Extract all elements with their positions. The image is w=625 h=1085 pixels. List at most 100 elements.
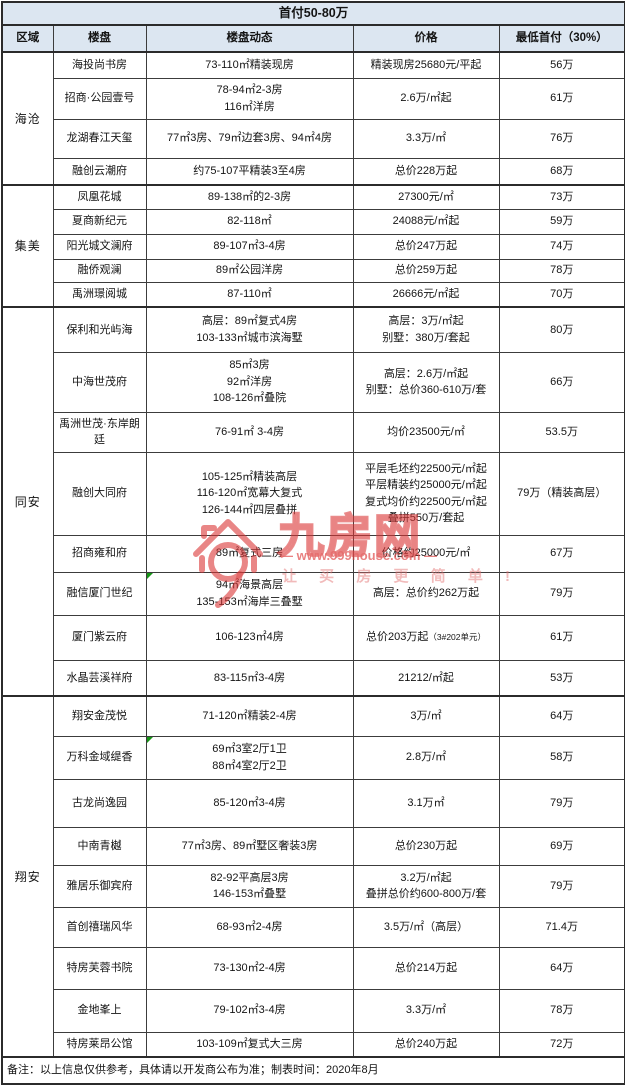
table-row: 集美 凤凰花城 89-138㎡的2-3房 27300元/㎡ 73万 <box>1 184 625 308</box>
property-name-cell: 夏商新纪元 <box>52 208 147 235</box>
downpayment-cell: 79万 <box>498 571 625 616</box>
property-name-cell: 招商·公园壹号 <box>52 77 147 120</box>
property-dynamic-cell: 77㎡3房、89㎡墅区奢装3房 <box>145 826 354 866</box>
property-name-cell: 雅居乐御宾府 <box>52 864 147 908</box>
property-name-cell: 融侨观澜 <box>52 258 147 283</box>
downpayment-cell: 70万 <box>498 281 625 308</box>
property-name-cell: 融创云潮府 <box>52 157 147 186</box>
property-dynamic-cell: 105-125㎡精装高层 116-120㎡宽幕大复式 126-144㎡四层叠拼 <box>145 451 354 536</box>
property-dynamic-cell: 68-93㎡2-4房 <box>145 906 354 948</box>
property-dynamic-cell: 89-107㎡3-4房 <box>145 233 354 260</box>
table-row: 融创云潮府 约75-107平精装3至4房 总价228万起 68万 <box>2 157 625 186</box>
column-header-row: 区域 楼盘 楼盘动态 价格 最低首付（30%） <box>1 24 625 53</box>
price-cell: 3.2万/㎡起 叠拼总价约600-800万/套 <box>352 864 500 908</box>
price-cell: 26666元/㎡起 <box>352 281 500 308</box>
property-name-cell: 凤凰花城 <box>52 184 147 210</box>
table-row: 夏商新纪元 82-118㎡ 24088元/㎡起 59万 <box>2 208 625 235</box>
table-row: 水晶芸溪祥府 83-115㎡3-4房 21212/㎡起 53万 <box>2 659 625 697</box>
downpayment-cell: 64万 <box>498 695 625 737</box>
table-row: 禹洲璟阅城 87-110㎡ 26666元/㎡起 70万 <box>2 281 625 308</box>
price-cell: 2.6万/㎡起 <box>352 77 500 120</box>
property-name-cell: 金地峯上 <box>52 988 147 1033</box>
table-title-row: 首付50-80万 <box>1 1 625 26</box>
downpayment-cell: 79万（精装高层） <box>498 451 625 536</box>
price-cell: 总价247万起 <box>352 233 500 260</box>
downpayment-cell: 59万 <box>498 208 625 235</box>
col-header-property: 楼盘 <box>52 24 147 53</box>
table-row: 阳光城文澜府 89-107㎡3-4房 总价247万起 74万 <box>2 233 625 260</box>
property-name-cell: 禹洲璟阅城 <box>52 281 147 308</box>
table-row: 特房芙蓉书院 73-130㎡2-4房 总价214万起 64万 <box>2 946 625 990</box>
downpayment-cell: 68万 <box>498 157 625 186</box>
table-row: 融创大同府 105-125㎡精装高层 116-120㎡宽幕大复式 126-144㎡四层… <box>2 451 625 536</box>
property-dynamic-cell: 89㎡复式三房 <box>145 534 354 573</box>
table-row: 禹洲世茂·东岸朗廷 76-91㎡ 3-4房 均价23500元/㎡ 53.5万 <box>2 411 625 453</box>
region-cell-2: 同安 <box>1 306 54 697</box>
table-row: 招商雍和府 89㎡复式三房 价格约25000元/㎡ 67万 <box>2 534 625 573</box>
comment-marker-icon <box>146 736 153 743</box>
price-cell: 3.3万/㎡ <box>352 988 500 1033</box>
col-header-downpayment: 最低首付（30%） <box>498 24 625 53</box>
downpayment-cell: 74万 <box>498 233 625 260</box>
price-cell: 3.3万/㎡ <box>352 118 500 159</box>
property-dynamic-cell: 89㎡公园洋房 <box>145 258 354 283</box>
table-row: 首创禧瑞风华 68-93㎡2-4房 3.5万/㎡（高层） 71.4万 <box>2 906 625 948</box>
property-dynamic-cell: 82-92平高层3房 146-153㎡叠墅 <box>145 864 354 908</box>
downpayment-cell: 61万 <box>498 614 625 661</box>
table-row: 翔安 翔安金茂悦 71-120㎡精装2-4房 3万/㎡ 64万 <box>1 695 625 1058</box>
property-dynamic-cell: 73-110㎡精装现房 <box>145 51 354 79</box>
property-name-cell: 中南青樾 <box>52 826 147 866</box>
property-name-cell: 保利和光屿海 <box>52 306 147 353</box>
price-cell: 3.5万/㎡（高层） <box>352 906 500 948</box>
table-row: 厦门紫云府 106-123㎡4房 总价203万起（3#202单元） 61万 <box>2 614 625 661</box>
downpayment-cell: 79万 <box>498 778 625 828</box>
price-cell: 价格约25000元/㎡ <box>352 534 500 573</box>
property-dynamic-cell: 78-94㎡2-3房 116㎡洋房 <box>145 77 354 120</box>
property-name-cell: 厦门紫云府 <box>52 614 147 661</box>
downpayment-cell: 64万 <box>498 946 625 990</box>
footer-note: 备注：以上信息仅供参考，具体请以开发商公布为准；制表时间：2020年8月 <box>1 1056 625 1085</box>
table-row: 雅居乐御宾府 82-92平高层3房 146-153㎡叠墅 3.2万/㎡起 叠拼总价约60… <box>2 864 625 908</box>
downpayment-cell: 76万 <box>498 118 625 159</box>
downpayment-cell: 66万 <box>498 351 625 413</box>
property-dynamic-cell: 76-91㎡ 3-4房 <box>145 411 354 453</box>
downpayment-cell: 78万 <box>498 258 625 283</box>
price-cell: 总价203万起（3#202单元） <box>352 614 500 661</box>
property-dynamic-cell: 69㎡3室2厅1卫 88㎡4室2厅2卫 <box>145 735 354 780</box>
table-row: 融侨观澜 89㎡公园洋房 总价259万起 78万 <box>2 258 625 283</box>
price-cell: 均价23500元/㎡ <box>352 411 500 453</box>
property-dynamic-cell: 106-123㎡4房 <box>145 614 354 661</box>
price-cell: 2.8万/㎡ <box>352 735 500 780</box>
footer-note-row: 备注：以上信息仅供参考，具体请以开发商公布为准；制表时间：2020年8月 <box>1 1056 625 1085</box>
property-name-cell: 海投尚书房 <box>52 51 147 79</box>
price-cell: 高层：3万/㎡起 别墅：380万/套起 <box>352 306 500 353</box>
property-dynamic-cell: 77㎡3房、79㎡边套3房、94㎡4房 <box>145 118 354 159</box>
table-row: 海沧 海投尚书房 73-110㎡精装现房 精装现房25680元/平起 56万 <box>1 51 625 186</box>
table-row: 招商·公园壹号 78-94㎡2-3房 116㎡洋房 2.6万/㎡起 61万 <box>2 77 625 120</box>
table-row: 融信厦门世纪 94㎡海景高层 135-153㎡海岸三叠墅 高层：总价约262万起 79万 <box>2 571 625 616</box>
table-row: 中南青樾 77㎡3房、89㎡墅区奢装3房 总价230万起 69万 <box>2 826 625 866</box>
property-name-cell: 禹洲世茂·东岸朗廷 <box>52 411 147 453</box>
price-cell: 精装现房25680元/平起 <box>352 51 500 79</box>
property-name-cell: 龙湖春江天玺 <box>52 118 147 159</box>
price-cell: 27300元/㎡ <box>352 184 500 210</box>
price-cell: 21212/㎡起 <box>352 659 500 697</box>
property-name-cell: 首创禧瑞风华 <box>52 906 147 948</box>
table-row: 中海世茂府 85㎡3房 92㎡洋房 108-126㎡叠院 高层：2.6万/㎡起 别墅：总价… <box>2 351 625 413</box>
property-name-cell: 融创大同府 <box>52 451 147 536</box>
property-dynamic-cell: 71-120㎡精装2-4房 <box>145 695 354 737</box>
col-header-price: 价格 <box>352 24 500 53</box>
table-row: 特房莱昂公馆 103-109㎡复式大三房 总价240万起 72万 <box>2 1031 625 1058</box>
price-note: （3#202单元） <box>428 632 486 643</box>
downpayment-cell: 79万 <box>498 864 625 908</box>
table-row: 同安 保利和光屿海 高层：89㎡复式4房 103-133㎡城市滨海墅 高层：3万/㎡起别… <box>1 306 625 697</box>
downpayment-cell: 53万 <box>498 659 625 697</box>
property-dynamic-cell: 82-118㎡ <box>145 208 354 235</box>
property-name-cell: 古龙尚逸园 <box>52 778 147 828</box>
property-name-cell: 特房莱昂公馆 <box>52 1031 147 1058</box>
col-header-region: 区域 <box>1 24 54 53</box>
property-dynamic-cell: 87-110㎡ <box>145 281 354 308</box>
region-cell-3: 翔安 <box>1 695 54 1058</box>
property-name-cell: 阳光城文澜府 <box>52 233 147 260</box>
